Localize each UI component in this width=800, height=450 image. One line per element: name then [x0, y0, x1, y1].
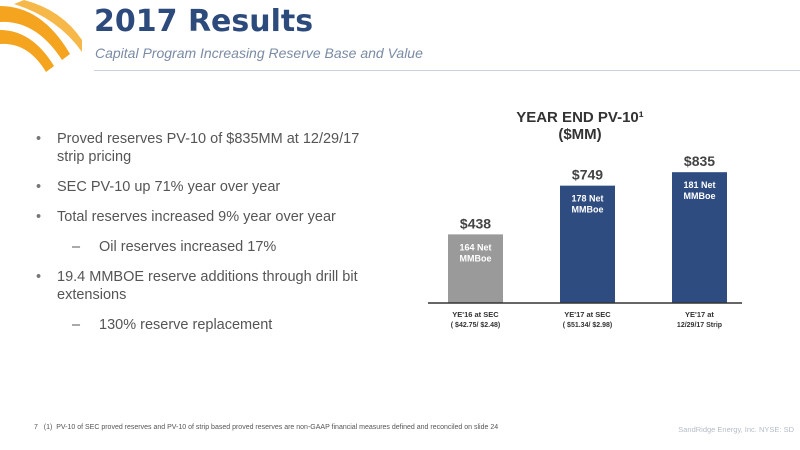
bar-inner-label-1-line1: 164 Net [459, 242, 491, 252]
bar-value-label-3: $835 [684, 153, 715, 169]
category-label-3-line2: 12/29/17 Strip [677, 322, 722, 329]
chart-title-line2: ($MM) [558, 126, 602, 143]
sub-bullet-item: 130% reserve replacement [36, 316, 366, 334]
category-label-2-line2: ( $51.34/ $2.98) [563, 322, 612, 329]
category-label-3-line1: YE'17 at [685, 310, 714, 319]
bullet-item: 19.4 MMBOE reserve additions through dri… [36, 268, 366, 304]
chart-title-line1: YEAR END PV-10¹ [516, 109, 644, 126]
page-subtitle: Capital Program Increasing Reserve Base … [95, 45, 423, 61]
category-label-1-line1: YE'16 at SEC [452, 310, 499, 319]
bullet-item: Total reserves increased 9% year over ye… [36, 208, 366, 226]
category-label-1-line2: ( $42.75/ $2.48) [451, 322, 500, 329]
bar-inner-label-1-line2: MMBoe [460, 253, 492, 263]
bullet-item: Proved reserves PV-10 of $835MM at 12/29… [36, 130, 366, 166]
company-footer: SandRidge Energy, Inc. NYSE: SD [678, 425, 794, 434]
bar-value-label-2: $749 [572, 167, 603, 183]
bar-1 [448, 234, 503, 303]
bar-3 [672, 172, 727, 303]
page-title: 2017 Results [94, 4, 314, 39]
category-label-2-line1: YE'17 at SEC [564, 310, 611, 319]
chart-title: YEAR END PV-10¹ ($MM) [480, 109, 680, 143]
footnote-marker: (1) [43, 424, 53, 431]
company-logo-icon [0, 0, 82, 72]
bar-inner-label-2-line1: 178 Net [571, 194, 603, 204]
bullet-item: SEC PV-10 up 71% year over year [36, 178, 366, 196]
footnote: 7 (1) PV-10 of SEC proved reserves and P… [34, 424, 498, 431]
footnote-text: PV-10 of SEC proved reserves and PV-10 o… [56, 424, 499, 431]
bar-inner-label-2-line2: MMBoe [572, 205, 604, 215]
sub-bullet-item: Oil reserves increased 17% [36, 238, 366, 256]
bar-value-label-1: $438 [460, 215, 491, 231]
bar-inner-label-3-line1: 181 Net [683, 180, 715, 190]
bar-2 [560, 185, 615, 303]
header-divider [94, 70, 800, 71]
page-number: 7 [34, 424, 38, 431]
bar-inner-label-3-line2: MMBoe [684, 191, 716, 201]
bullet-list: Proved reserves PV-10 of $835MM at 12/29… [36, 130, 366, 346]
